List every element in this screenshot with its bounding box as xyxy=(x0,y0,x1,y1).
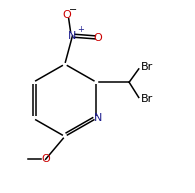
Text: +: + xyxy=(77,25,84,34)
Text: O: O xyxy=(93,33,102,42)
Text: O: O xyxy=(62,10,71,20)
Text: Br: Br xyxy=(141,62,153,72)
Text: N: N xyxy=(68,31,77,41)
Text: Br: Br xyxy=(141,94,153,104)
Text: N: N xyxy=(94,113,103,123)
Text: −: − xyxy=(69,5,78,15)
Text: O: O xyxy=(41,154,50,164)
